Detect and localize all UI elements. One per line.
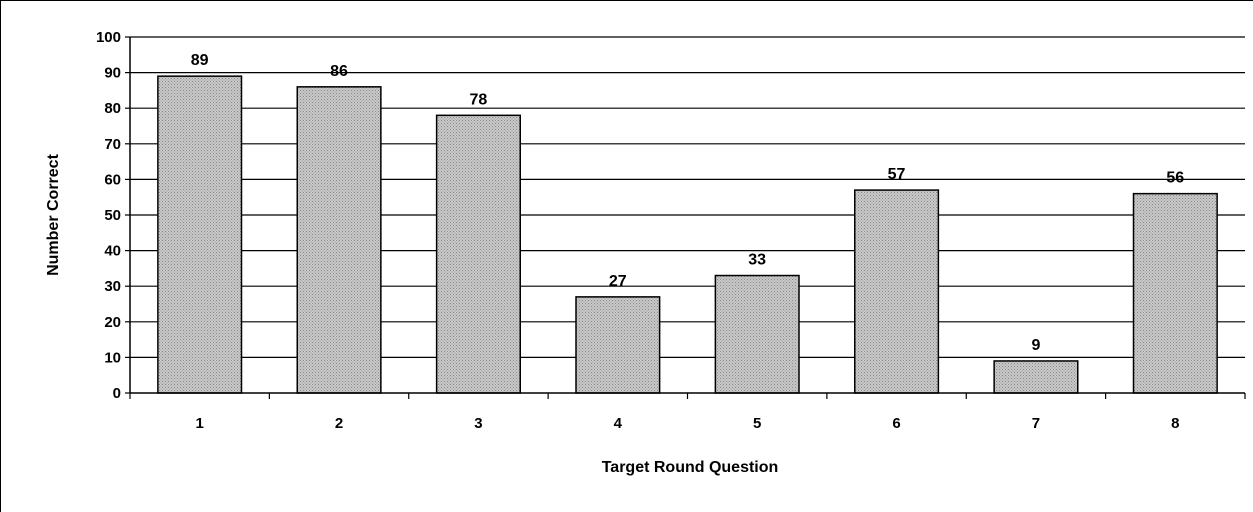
y-tick-label: 60 <box>104 171 121 188</box>
axes <box>125 36 1246 399</box>
bar-7 <box>993 360 1079 394</box>
y-tick-label: 70 <box>104 136 121 153</box>
y-tick-label: 80 <box>104 100 121 117</box>
data-label-6: 57 <box>888 166 906 183</box>
data-labels: 89 86 78 27 33 57 9 56 <box>191 52 1185 354</box>
bar-2 <box>296 86 382 394</box>
bar-8 <box>1132 192 1218 394</box>
data-label-5: 33 <box>748 252 766 269</box>
data-label-7: 9 <box>1031 337 1040 354</box>
y-tick-label: 40 <box>104 243 121 260</box>
x-tick-label: 5 <box>753 415 761 432</box>
y-tick-label: 0 <box>113 385 121 402</box>
x-tick-label: 8 <box>1171 415 1179 432</box>
y-tick-label: 90 <box>104 65 121 82</box>
bars <box>157 75 1218 394</box>
x-tick-label: 4 <box>614 415 623 432</box>
y-tick-label: 50 <box>104 207 121 224</box>
x-tick-label: 2 <box>335 415 343 432</box>
bar-1 <box>157 75 243 394</box>
y-axis-title: Number Correct <box>45 153 62 275</box>
bar-6 <box>854 189 940 394</box>
x-axis-title: Target Round Question <box>602 459 779 476</box>
data-label-8: 56 <box>1166 170 1184 187</box>
x-tick-label: 7 <box>1032 415 1040 432</box>
data-label-2: 86 <box>330 63 348 80</box>
bar-3 <box>435 114 521 394</box>
data-label-3: 78 <box>470 91 488 108</box>
x-tick-label: 1 <box>196 415 204 432</box>
data-label-1: 89 <box>191 52 209 69</box>
y-tick-label: 20 <box>104 314 121 331</box>
x-tick-label: 3 <box>474 415 482 432</box>
y-tick-label: 100 <box>96 29 121 46</box>
bar-5 <box>714 274 800 394</box>
bar-4 <box>575 296 661 394</box>
y-tick-label: 10 <box>104 349 121 366</box>
x-tick-label: 6 <box>892 415 900 432</box>
y-tick-label: 30 <box>104 278 121 295</box>
data-label-4: 27 <box>609 273 627 290</box>
